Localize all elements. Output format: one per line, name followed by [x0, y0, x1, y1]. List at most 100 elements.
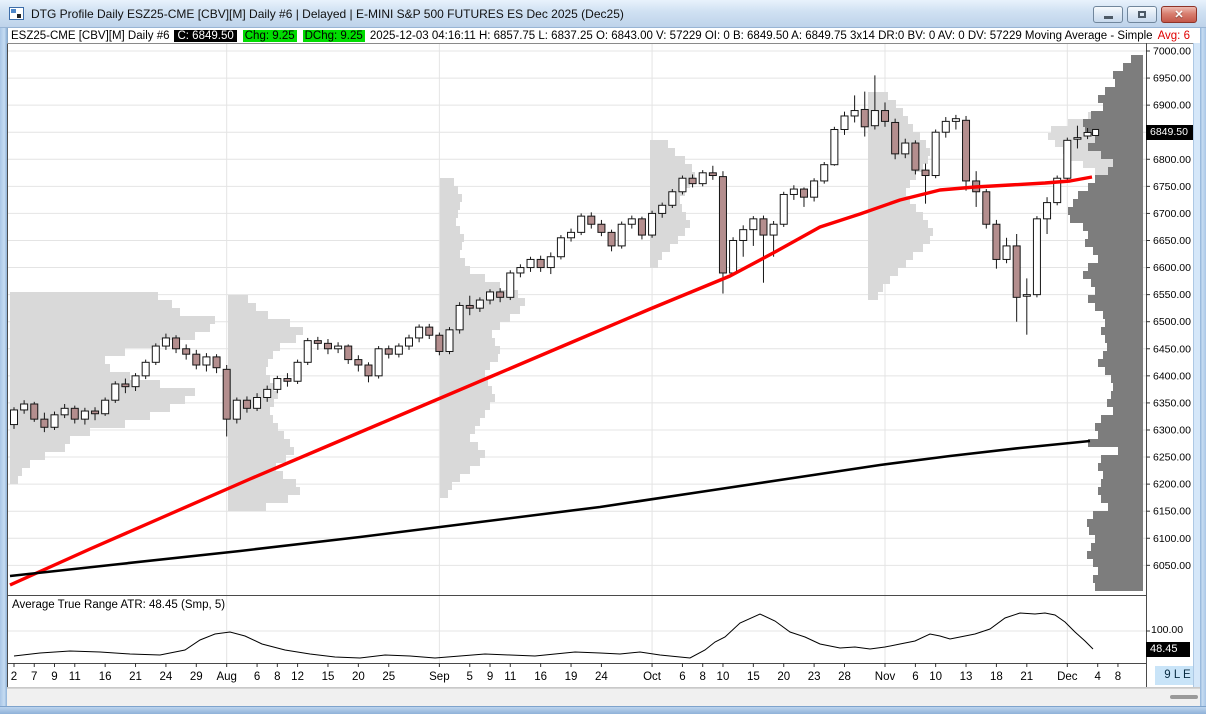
candle: [293, 361, 302, 382]
candle: [708, 172, 717, 177]
candle: [637, 218, 646, 236]
app-icon: [9, 7, 24, 20]
title-bar[interactable]: DTG Profile Daily ESZ25-CME [CBV][M] Dai…: [0, 0, 1206, 28]
date-axis-label: Sep: [429, 671, 449, 683]
candle: [567, 231, 576, 239]
candle: [202, 356, 211, 366]
date-axis-label: 9: [487, 671, 493, 683]
close-button[interactable]: ✕: [1161, 6, 1197, 23]
candle: [1043, 202, 1052, 220]
candle: [141, 361, 150, 377]
date-axis-label: 15: [747, 671, 760, 683]
sma-red-line: [9, 175, 1093, 587]
date-axis-label: 6: [912, 671, 918, 683]
candle: [1083, 131, 1092, 137]
candle: [364, 364, 373, 377]
candle: [901, 142, 910, 155]
candle: [344, 345, 353, 361]
vertical-scrollbar[interactable]: [1193, 43, 1200, 687]
minimize-icon: [1103, 16, 1113, 19]
candle: [242, 399, 251, 409]
date-axis-label: 8: [700, 671, 706, 683]
candle: [556, 237, 565, 258]
leading-edge-badge[interactable]: 9 L E: [1155, 666, 1200, 685]
candle: [70, 407, 79, 420]
horizontal-scrollbar[interactable]: [7, 688, 1200, 706]
candle: [668, 191, 677, 206]
horizontal-scrollbar-grip[interactable]: [1170, 695, 1198, 699]
candle: [658, 204, 667, 214]
candle: [192, 353, 201, 366]
candle: [941, 120, 950, 133]
date-axis-label: 20: [777, 671, 790, 683]
date-axis-label: 8: [274, 671, 280, 683]
candle: [131, 375, 140, 388]
candle: [384, 348, 393, 355]
price-axis-label: 7000.00: [1153, 46, 1191, 58]
date-axis-label: 15: [322, 671, 335, 683]
change-badge: Chg: 9.25: [241, 29, 297, 42]
candle: [688, 177, 697, 185]
price-axis-label: 6900.00: [1153, 100, 1191, 112]
date-axis[interactable]: 2 7 9 11 16 21 24 29 Aug 6 8 12 15 20 25 Sep 5 9 11 16 19 24 O…: [11, 663, 1121, 683]
candles: [10, 75, 1100, 437]
price-axis-label: 6700.00: [1153, 208, 1191, 220]
date-axis-label: 6: [254, 671, 260, 683]
candle: [354, 359, 363, 366]
date-axis-label: 6: [679, 671, 685, 683]
date-axis-label: Dec: [1057, 671, 1078, 683]
candle: [1073, 137, 1082, 140]
candle: [607, 231, 616, 247]
date-axis-label: 21: [1020, 671, 1033, 683]
candle: [516, 267, 525, 274]
date-axis-label: 25: [382, 671, 395, 683]
close-icon: ✕: [1174, 9, 1184, 21]
candle: [698, 172, 707, 185]
chart-background: [7, 43, 1193, 687]
price-axis-label: 6750.00: [1153, 181, 1191, 193]
candle: [718, 176, 727, 274]
candle: [729, 239, 738, 274]
volume-profile: [228, 295, 303, 511]
candle: [648, 212, 657, 236]
candle: [820, 164, 829, 182]
date-axis-label: 28: [838, 671, 851, 683]
date-axis-label: 4: [1094, 671, 1101, 683]
candle: [850, 110, 859, 117]
minimize-button[interactable]: [1093, 6, 1123, 23]
price-axis[interactable]: 7000.006950.006900.006850.006800.006750.…: [1146, 46, 1191, 632]
candle: [161, 337, 170, 347]
atr-line: [13, 612, 1094, 659]
candle: [121, 383, 130, 388]
date-axis-label: 16: [99, 671, 112, 683]
moving-average-value: Avg: 6: [1157, 29, 1190, 42]
candle: [678, 177, 687, 193]
atr-value-badge: 48.45: [1146, 642, 1190, 657]
restore-button[interactable]: [1127, 6, 1157, 23]
price-axis-label: 6300.00: [1153, 424, 1191, 436]
candle: [1053, 177, 1062, 204]
candle: [455, 304, 464, 331]
candle: [50, 414, 59, 428]
date-axis-label: Oct: [643, 671, 662, 683]
candle: [951, 118, 960, 122]
volume-profile: [440, 178, 525, 498]
candle: [313, 340, 322, 344]
price-axis-label: 6250.00: [1153, 452, 1191, 464]
candle: [1012, 245, 1021, 298]
price-axis-label: 6150.00: [1153, 506, 1191, 518]
candle: [374, 348, 383, 377]
date-axis-label: 16: [534, 671, 547, 683]
price-axis-label: 6950.00: [1153, 73, 1191, 85]
candle: [10, 409, 18, 426]
candle: [40, 418, 49, 428]
price-axis-label: 6400.00: [1153, 370, 1191, 382]
restore-icon: [1138, 11, 1146, 18]
window-title: DTG Profile Daily ESZ25-CME [CBV][M] Dai…: [31, 6, 624, 21]
candle: [810, 180, 819, 198]
candle: [921, 169, 930, 177]
price-axis-label: 6650.00: [1153, 235, 1191, 247]
date-axis-label: 24: [160, 671, 173, 683]
